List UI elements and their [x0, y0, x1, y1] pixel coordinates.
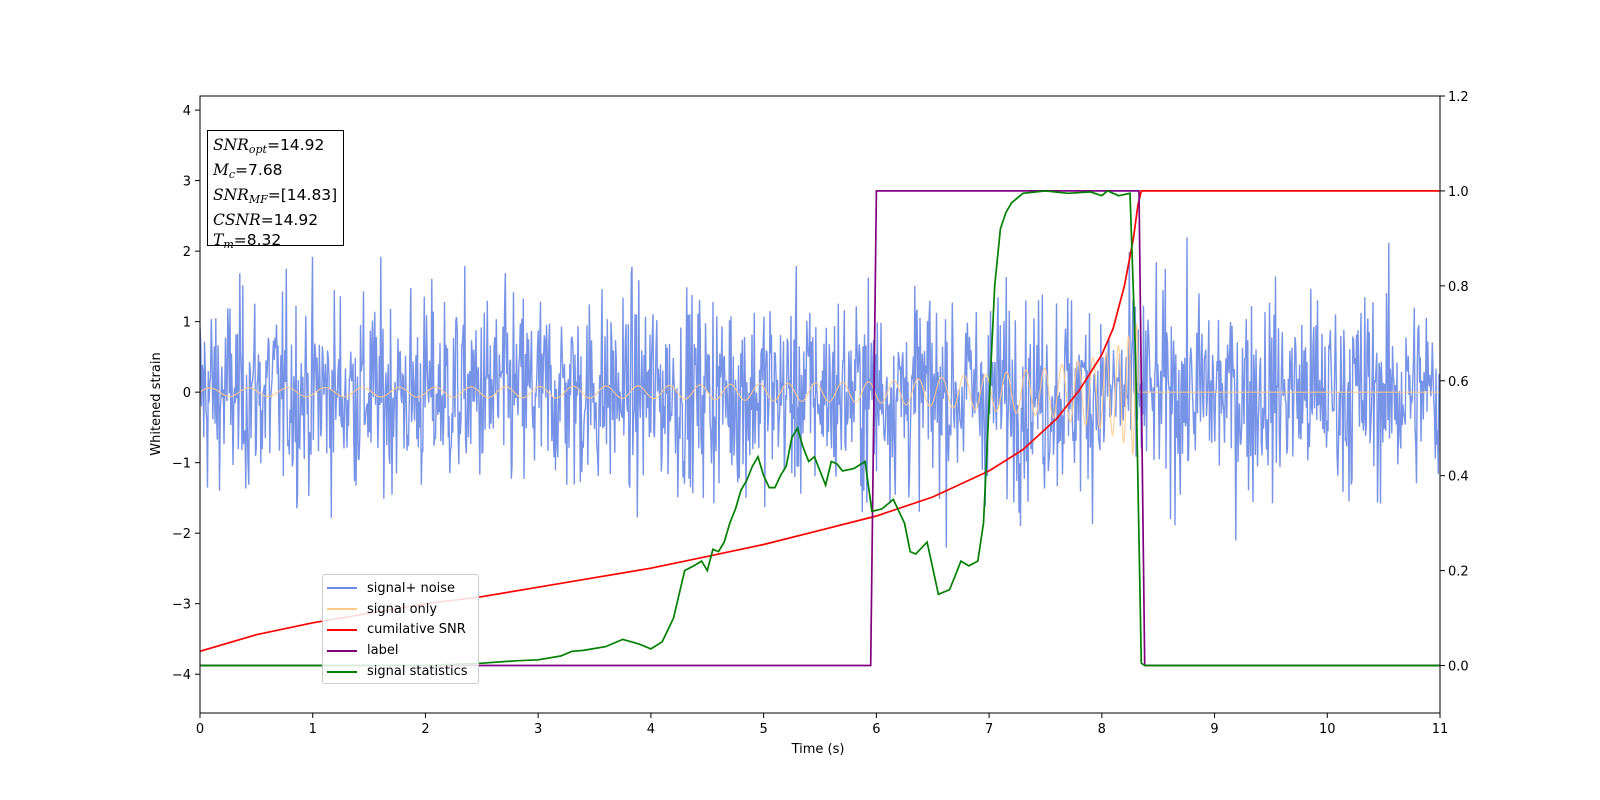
signal-statistics-line	[200, 189, 1440, 667]
csnr-annotation: CSNR=14.92	[213, 211, 319, 229]
left-y-tick-label: 1	[183, 316, 191, 331]
legend-swatch	[327, 608, 357, 611]
left-y-tick-label: 2	[183, 245, 191, 260]
x-tick-label: 1	[309, 722, 317, 737]
signal-only-line	[200, 323, 1440, 456]
left-y-tick-label: 0	[183, 386, 191, 401]
right-y-tick-label: 0.8	[1448, 280, 1469, 295]
left-y-tick-label: 4	[183, 104, 191, 119]
x-tick-label: 6	[872, 722, 880, 737]
legend: signal+ noise signal only cumilative SNR…	[322, 574, 479, 684]
left-y-tick-label: −4	[172, 668, 191, 683]
signal-noise-line	[200, 237, 1440, 548]
legend-swatch	[327, 649, 357, 652]
x-tick-label: 11	[1432, 722, 1449, 737]
right-y-tick-label: 0.2	[1448, 565, 1469, 580]
left-y-tick-label: −3	[172, 598, 191, 613]
x-axis: 0 1 2 3 4 5 6 7 8 9 10 11	[196, 713, 1448, 737]
x-tick-label: 2	[421, 722, 429, 737]
legend-item-cumulative-snr: cumilative SNR	[327, 620, 478, 641]
legend-item-signal-only: signal only	[327, 599, 478, 620]
x-axis-label: Time (s)	[791, 742, 845, 757]
legend-item-signal-statistics: signal statistics	[327, 661, 478, 682]
x-tick-label: 10	[1319, 722, 1336, 737]
annotation-box: SNRopt=14.92 Mc=7.68 SNRMF=[14.83] CSNR=…	[207, 130, 344, 251]
plot-frame	[199, 95, 1441, 714]
legend-swatch	[327, 628, 357, 631]
x-tick-label: 3	[534, 722, 542, 737]
y-axis-label: Whitened strain	[149, 352, 164, 455]
snr-opt-annotation: SNRopt=14.92	[213, 136, 325, 156]
x-tick-label: 7	[985, 722, 993, 737]
right-y-tick-label: 0.0	[1448, 660, 1469, 675]
legend-swatch	[327, 587, 357, 590]
right-y-tick-label: 0.6	[1448, 375, 1469, 390]
right-y-tick-label: 0.4	[1448, 470, 1469, 485]
x-tick-label: 0	[196, 722, 204, 737]
left-y-axis: −4 −3 −2 −1 0 1 2 3 4	[172, 104, 200, 683]
x-tick-label: 8	[1098, 722, 1106, 737]
legend-item-label: label	[327, 640, 478, 661]
tm-annotation: Tm=8.32	[213, 231, 282, 251]
chirp-mass-annotation: Mc=7.68	[213, 161, 283, 181]
legend-swatch	[327, 670, 357, 673]
left-y-tick-label: −2	[172, 527, 191, 542]
left-y-tick-label: −1	[172, 457, 191, 472]
left-y-tick-label: 3	[183, 175, 191, 190]
right-y-tick-label: 1.0	[1448, 185, 1469, 200]
right-y-tick-label: 1.2	[1448, 90, 1469, 105]
legend-item-signal-noise: signal+ noise	[327, 578, 478, 599]
x-tick-label: 4	[647, 722, 655, 737]
x-tick-label: 9	[1210, 722, 1218, 737]
x-tick-label: 5	[759, 722, 767, 737]
right-y-axis: 0.0 0.2 0.4 0.6 0.8 1.0 1.2	[1440, 90, 1469, 675]
snr-mf-annotation: SNRMF=[14.83]	[213, 186, 338, 206]
